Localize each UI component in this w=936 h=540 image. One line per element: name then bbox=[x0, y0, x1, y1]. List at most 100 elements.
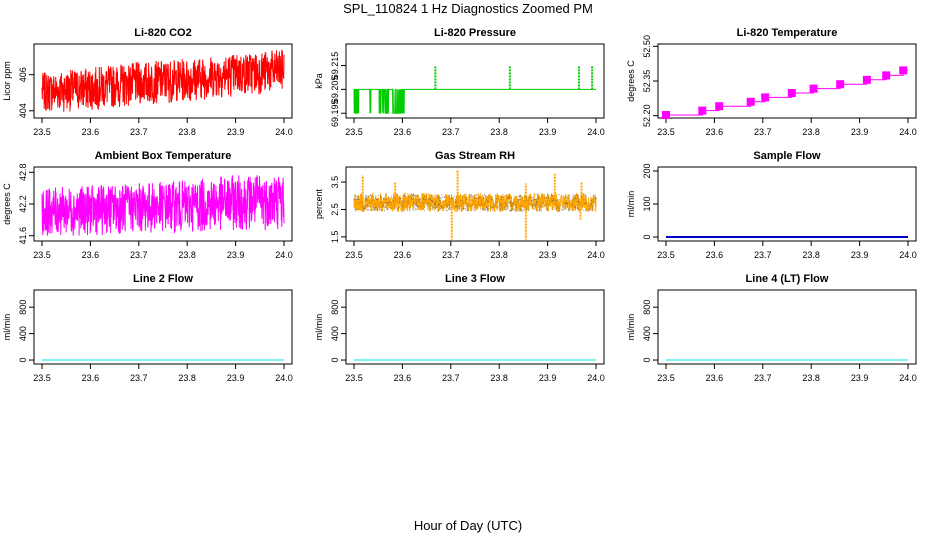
x-tick-label: 23.7 bbox=[442, 250, 460, 260]
x-axis: 23.5 23.6 23.7 23.8 23.9 24.0 bbox=[345, 118, 605, 137]
panel-pressure: Li-820 Pressure 23.5 23.6 23.7 23.8 23.9 24.0 6… bbox=[314, 27, 605, 137]
panel-line3: Line 3 Flow 23.5 23.6 23.7 23.8 23.9 24.0 0 400 8… bbox=[314, 273, 605, 383]
series-line bbox=[353, 88, 596, 114]
y-tick-label: 800 bbox=[642, 300, 652, 315]
x-axis: 23.5 23.6 23.7 23.8 23.9 24.0 bbox=[657, 118, 917, 137]
y-axis-label: ml/min bbox=[626, 191, 636, 218]
x-tick-label: 23.5 bbox=[345, 127, 363, 137]
x-tick-label: 24.0 bbox=[587, 250, 605, 260]
x-tick-label: 23.5 bbox=[345, 373, 363, 383]
series-dots bbox=[354, 193, 597, 212]
y-axis-label: ml/min bbox=[314, 314, 324, 341]
y-tick-label: 41.6 bbox=[18, 227, 28, 245]
y-tick-label: 0 bbox=[330, 358, 340, 363]
series-line bbox=[41, 175, 285, 236]
plot-title: Ambient Box Temperature bbox=[95, 150, 232, 162]
plot-title: Li-820 CO2 bbox=[134, 27, 191, 39]
plot-title: Gas Stream RH bbox=[435, 150, 515, 162]
x-tick-label: 23.6 bbox=[706, 250, 724, 260]
y-axis: 1.5 2.5 3.5 bbox=[330, 176, 346, 243]
x-tick-label: 23.8 bbox=[178, 127, 196, 137]
y-tick-label: 400 bbox=[18, 326, 28, 341]
x-axis: 23.5 23.6 23.7 23.8 23.9 24.0 bbox=[345, 364, 605, 383]
y-tick-label: 0 bbox=[18, 358, 28, 363]
y-tick-label: 42.2 bbox=[18, 195, 28, 213]
x-tick-label: 24.0 bbox=[899, 127, 917, 137]
x-tick-label: 23.5 bbox=[657, 373, 675, 383]
x-tick-label: 23.6 bbox=[394, 373, 412, 383]
x-tick-label: 23.9 bbox=[539, 250, 557, 260]
x-tick-label: 23.6 bbox=[82, 250, 100, 260]
y-axis: 41.6 42.2 42.8 bbox=[18, 164, 34, 245]
y-tick-label: 42.8 bbox=[18, 164, 28, 182]
series-line bbox=[41, 49, 285, 112]
plot-frame bbox=[345, 289, 605, 365]
y-tick-label: 52.50 bbox=[642, 35, 652, 58]
y-axis-label: ml/min bbox=[2, 314, 12, 341]
x-tick-label: 23.5 bbox=[657, 250, 675, 260]
x-tick-label: 23.9 bbox=[227, 127, 245, 137]
x-tick-label: 23.8 bbox=[490, 250, 508, 260]
plot-frame bbox=[33, 289, 293, 365]
x-tick-label: 23.8 bbox=[178, 250, 196, 260]
plot-title: Line 2 Flow bbox=[133, 273, 193, 285]
x-tick-label: 23.5 bbox=[33, 250, 51, 260]
y-tick-label: 404 bbox=[18, 103, 28, 118]
x-tick-label: 23.7 bbox=[130, 250, 148, 260]
plot-frame bbox=[657, 43, 917, 119]
y-axis: 0 400 800 bbox=[18, 300, 34, 363]
x-tick-label: 23.6 bbox=[706, 373, 724, 383]
y-tick-label: 406 bbox=[18, 67, 28, 82]
x-tick-label: 23.9 bbox=[851, 373, 869, 383]
panel-co2: Li-820 CO2 23.5 23.6 23.7 23.8 23.9 24.0 404 406… bbox=[2, 27, 293, 137]
y-tick-label: 0 bbox=[642, 235, 652, 240]
x-axis: 23.5 23.6 23.7 23.8 23.9 24.0 bbox=[345, 241, 605, 260]
y-tick-label: 800 bbox=[18, 300, 28, 315]
y-tick-label: 400 bbox=[642, 326, 652, 341]
y-axis-label: percent bbox=[314, 188, 324, 219]
panel-line4: Line 4 (LT) Flow 23.5 23.6 23.7 23.8 23.9 24.0… bbox=[626, 273, 917, 383]
x-tick-label: 23.7 bbox=[130, 373, 148, 383]
x-tick-label: 23.8 bbox=[802, 373, 820, 383]
y-tick-label: 2.5 bbox=[330, 203, 340, 216]
y-tick-label: 69.215 bbox=[330, 52, 340, 80]
x-tick-label: 23.7 bbox=[442, 373, 460, 383]
x-tick-label: 23.5 bbox=[33, 127, 51, 137]
panel-rh: Gas Stream RH 23.5 23.6 23.7 23.8 23.9 24.0 1.5… bbox=[314, 150, 605, 260]
y-axis: 0 100 200 bbox=[642, 163, 658, 240]
x-tick-label: 23.9 bbox=[539, 373, 557, 383]
x-axis: 23.5 23.6 23.7 23.8 23.9 24.0 bbox=[657, 364, 917, 383]
x-tick-label: 24.0 bbox=[275, 127, 293, 137]
x-tick-label: 23.6 bbox=[706, 127, 724, 137]
y-tick-label: 200 bbox=[642, 163, 652, 178]
x-tick-label: 23.6 bbox=[82, 127, 100, 137]
x-tick-label: 23.6 bbox=[394, 250, 412, 260]
x-axis: 23.5 23.6 23.7 23.8 23.9 24.0 bbox=[657, 241, 917, 260]
x-tick-label: 23.5 bbox=[657, 127, 675, 137]
x-tick-label: 23.8 bbox=[802, 250, 820, 260]
x-tick-label: 23.5 bbox=[345, 250, 363, 260]
x-tick-label: 23.9 bbox=[851, 250, 869, 260]
series-line bbox=[666, 69, 908, 116]
y-axis-label: degrees C bbox=[626, 60, 636, 102]
plot-frame bbox=[345, 166, 605, 242]
x-tick-label: 23.8 bbox=[178, 373, 196, 383]
x-tick-label: 24.0 bbox=[275, 250, 293, 260]
y-tick-label: 100 bbox=[642, 196, 652, 211]
x-tick-label: 23.7 bbox=[754, 127, 772, 137]
x-axis: 23.5 23.6 23.7 23.8 23.9 24.0 bbox=[33, 241, 293, 260]
y-tick-label: 0 bbox=[642, 358, 652, 363]
y-axis-label: kPa bbox=[314, 73, 324, 89]
x-tick-label: 23.6 bbox=[394, 127, 412, 137]
plot-title: Line 4 (LT) Flow bbox=[746, 273, 829, 285]
plot-frame bbox=[33, 43, 293, 119]
y-tick-label: 52.35 bbox=[642, 70, 652, 93]
x-tick-label: 23.9 bbox=[227, 250, 245, 260]
plot-title: Li-820 Temperature bbox=[737, 27, 838, 39]
panel-temp: Li-820 Temperature 23.5 23.6 23.7 23.8 23.9 24… bbox=[626, 27, 917, 137]
x-tick-label: 23.9 bbox=[851, 127, 869, 137]
x-tick-label: 23.7 bbox=[130, 127, 148, 137]
figure-xlabel: Hour of Day (UTC) bbox=[413, 518, 523, 533]
